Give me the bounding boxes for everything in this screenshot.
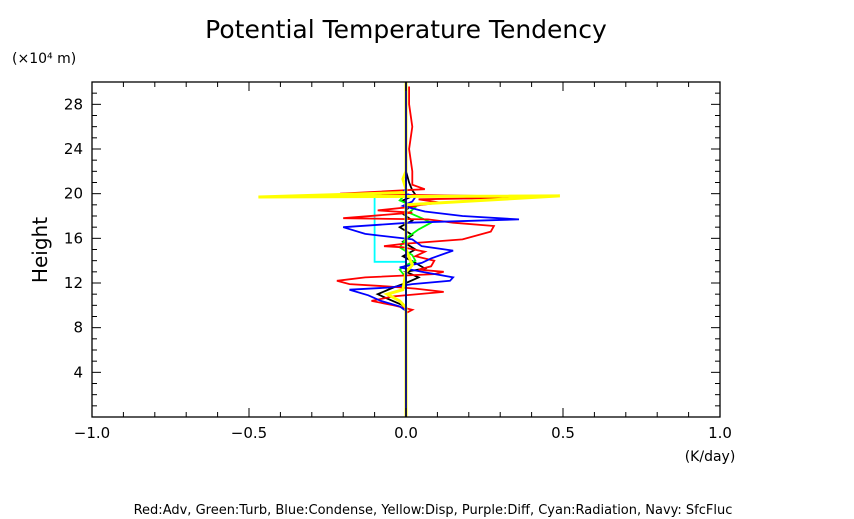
y-tick-label: 16 [64,229,83,247]
y-tick-label: 20 [64,185,83,203]
legend-text: Red:Adv, Green:Turb, Blue:Condense, Yell… [134,503,733,518]
series-line-3 [336,86,548,335]
x-tick-label: −0.5 [231,424,267,442]
chart-title: Potential Temperature Tendency [205,15,607,44]
y-tick-label: 8 [73,319,83,337]
y-tick-label: 28 [64,95,83,113]
y-tick-label: 4 [73,363,83,381]
y-tick-label: 24 [64,140,83,158]
y-axis-unit: (×10⁴ m) [12,51,76,67]
x-axis-unit: (K/day) [685,449,736,465]
plot-frame [91,81,721,418]
x-tick-label: 0.5 [551,424,575,442]
y-tick-label: 12 [64,274,83,292]
series-line-4 [342,82,520,417]
x-tick-label: 1.0 [708,424,732,442]
y-axis-label: Height [28,217,52,283]
ticks-group: −1.0 −0.5 0.0 0.5 1.0 4 8 12 16 20 24 28 [64,82,732,442]
x-tick-label: −1.0 [74,424,110,442]
x-tick-label: 0.0 [394,424,418,442]
series-group [258,82,560,417]
series-line-5 [258,82,560,417]
series-line-0 [373,82,407,417]
